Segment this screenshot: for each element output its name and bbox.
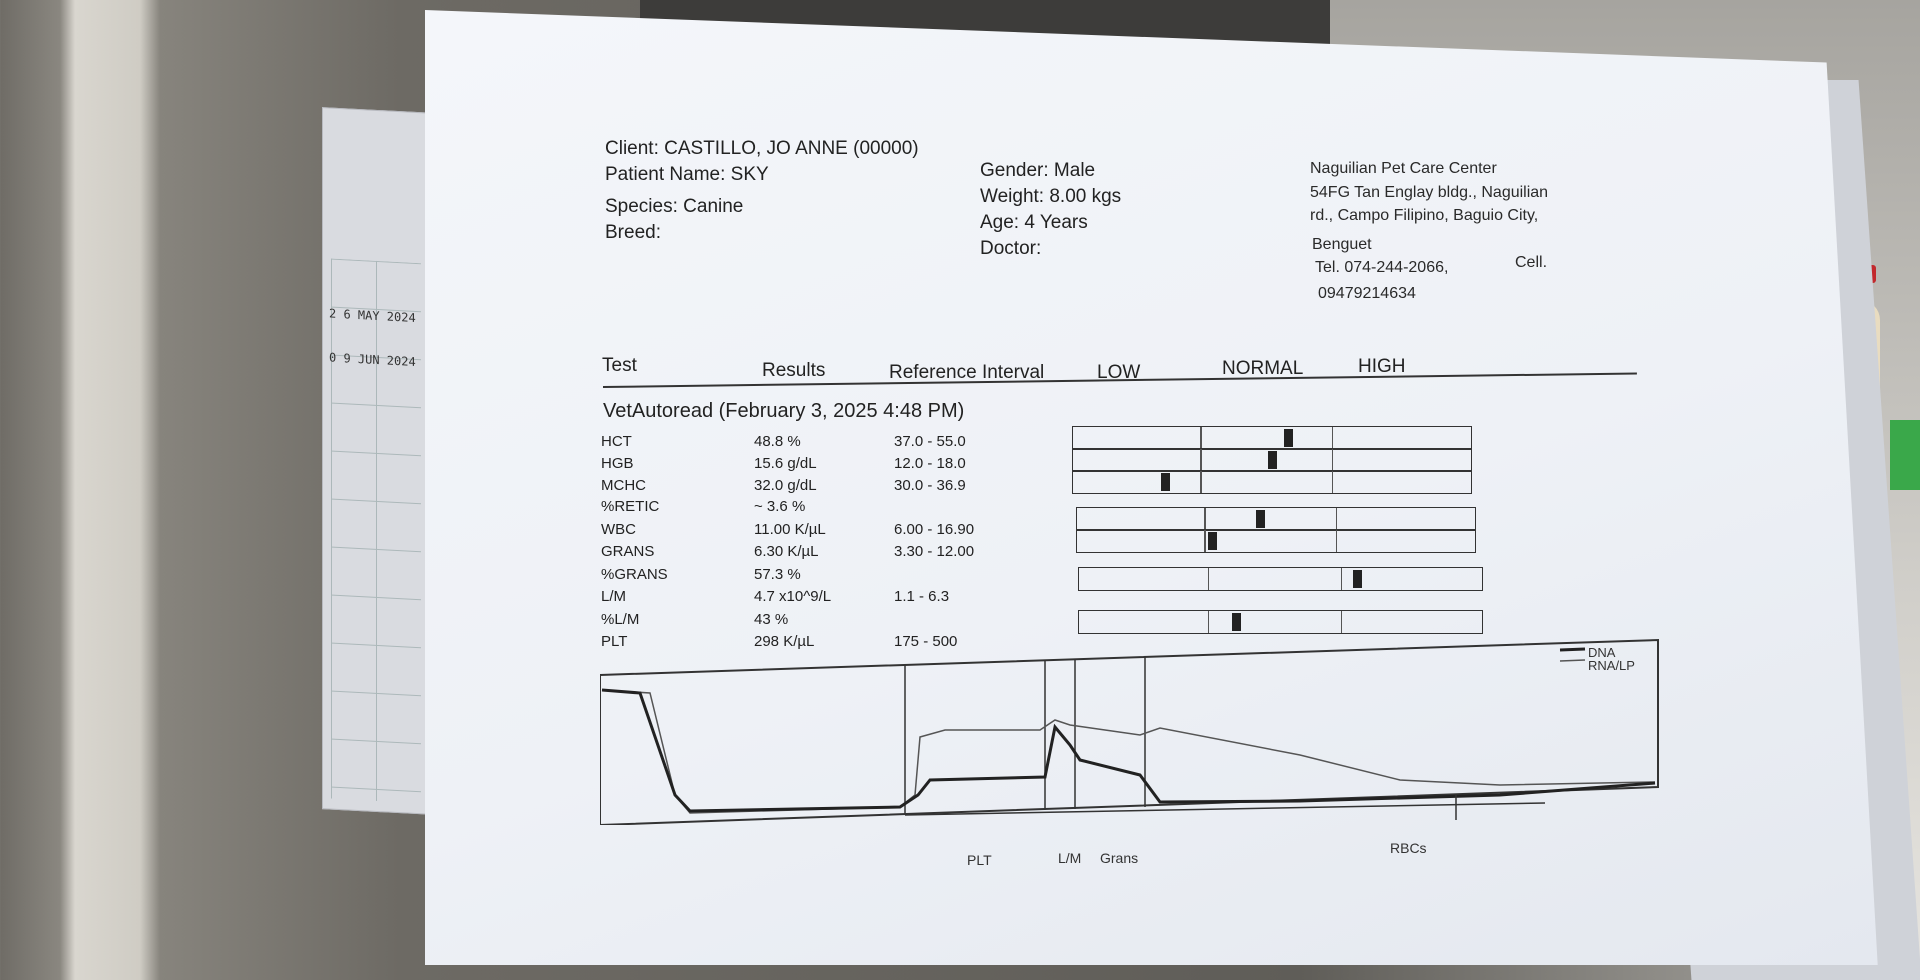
range-gauge bbox=[1076, 507, 1476, 531]
col-high: HIGH bbox=[1358, 356, 1406, 377]
graph-label-grans: Grans bbox=[1100, 850, 1139, 866]
clinic-address-2: rd., Campo Filipino, Baguio City, bbox=[1310, 207, 1539, 224]
gauge-high-divider bbox=[1331, 449, 1334, 471]
client-name: Client: CASTILLO, JO ANNE (00000) bbox=[605, 138, 919, 159]
test-result: 57.3 % bbox=[754, 566, 801, 583]
gauge-low-divider bbox=[1204, 530, 1206, 552]
green-bottle bbox=[1890, 420, 1920, 490]
gauge-high-divider bbox=[1331, 471, 1334, 493]
wall-calendar: 2 6 MAY 2024 0 9 JUN 2024 bbox=[322, 107, 434, 815]
patient-name: Patient Name: SKY bbox=[605, 164, 769, 185]
gauge-low-divider bbox=[1207, 611, 1210, 633]
clinic-address-1: 54FG Tan Englay bldg., Naguilian bbox=[1310, 184, 1549, 201]
gauge-marker bbox=[1353, 570, 1363, 588]
gauge-marker bbox=[1268, 451, 1278, 469]
test-name: L/M bbox=[601, 588, 627, 605]
test-name: WBC bbox=[601, 521, 636, 538]
range-gauge bbox=[1072, 426, 1472, 450]
test-reference: 1.1 - 6.3 bbox=[894, 588, 950, 605]
col-results: Results bbox=[762, 360, 826, 381]
legend-rna: RNA/LP bbox=[1588, 658, 1635, 673]
test-name: MCHC bbox=[601, 477, 646, 494]
gauge-marker bbox=[1283, 429, 1293, 447]
gauge-low-divider bbox=[1200, 427, 1202, 449]
test-result: 15.6 g/dL bbox=[754, 455, 817, 472]
breed: Breed: bbox=[605, 222, 661, 243]
gauge-high-divider bbox=[1340, 611, 1343, 633]
graph-label-rbcs: RBCs bbox=[1390, 840, 1427, 856]
test-result: 32.0 g/dL bbox=[754, 477, 817, 494]
gauge-low-divider bbox=[1200, 471, 1202, 493]
clinic-tel: Tel. 074-244-2066, bbox=[1315, 259, 1449, 276]
section-title: VetAutoread (February 3, 2025 4:48 PM) bbox=[603, 400, 965, 422]
test-name: HGB bbox=[601, 455, 634, 472]
range-gauge bbox=[1078, 610, 1483, 634]
clinic-name: Naguilian Pet Care Center bbox=[1310, 160, 1497, 177]
test-result: 298 K/µL bbox=[754, 633, 815, 650]
test-reference: 3.30 - 12.00 bbox=[894, 543, 975, 560]
test-name: %L/M bbox=[601, 611, 640, 628]
clinic-address-3: Benguet bbox=[1312, 236, 1372, 253]
gauge-high-divider bbox=[1335, 530, 1338, 552]
test-name: %GRANS bbox=[601, 566, 668, 583]
test-result: 48.8 % bbox=[754, 433, 801, 450]
test-reference: 12.0 - 18.0 bbox=[894, 455, 966, 472]
gauge-high-divider bbox=[1340, 568, 1343, 590]
graph-label-plt: PLT bbox=[967, 852, 992, 868]
col-normal: NORMAL bbox=[1222, 358, 1304, 379]
test-result: ~ 3.6 % bbox=[754, 498, 806, 515]
col-reference: Reference Interval bbox=[889, 362, 1045, 383]
range-gauge bbox=[1072, 470, 1472, 494]
col-low: LOW bbox=[1097, 362, 1141, 383]
legend-rna-swatch bbox=[1559, 659, 1586, 662]
test-result: 6.30 K/µL bbox=[754, 543, 819, 560]
test-reference: 6.00 - 16.90 bbox=[894, 521, 975, 538]
gauge-marker bbox=[1160, 473, 1170, 491]
gauge-marker bbox=[1208, 532, 1218, 550]
gauge-marker bbox=[1232, 613, 1242, 631]
test-name: PLT bbox=[601, 633, 628, 650]
col-test: Test bbox=[602, 355, 637, 376]
age: Age: 4 Years bbox=[980, 212, 1088, 233]
test-name: HCT bbox=[601, 433, 632, 450]
gauge-marker bbox=[1256, 510, 1266, 528]
clinic-cell: 09479214634 bbox=[1318, 285, 1416, 302]
test-reference: 30.0 - 36.9 bbox=[894, 477, 966, 494]
test-reference: 175 - 500 bbox=[894, 633, 958, 650]
calendar-grid bbox=[331, 258, 421, 804]
legend-dna-swatch bbox=[1559, 647, 1586, 652]
histogram-graph bbox=[600, 638, 1659, 825]
test-name: GRANS bbox=[601, 543, 655, 560]
graph-label-lm: L/M bbox=[1058, 850, 1082, 866]
test-reference: 37.0 - 55.0 bbox=[894, 433, 966, 450]
test-result: 43 % bbox=[754, 611, 789, 628]
gauge-low-divider bbox=[1207, 568, 1210, 590]
legend-dna: DNA bbox=[1588, 645, 1616, 660]
gauge-low-divider bbox=[1200, 449, 1202, 471]
test-result: 11.00 K/µL bbox=[754, 521, 826, 538]
gauge-high-divider bbox=[1331, 427, 1334, 449]
clinic-cell-label: Cell. bbox=[1515, 254, 1548, 271]
gauge-low-divider bbox=[1204, 508, 1206, 530]
range-gauge bbox=[1076, 529, 1476, 553]
species: Species: Canine bbox=[605, 196, 744, 217]
test-name: %RETIC bbox=[601, 498, 660, 515]
weight: Weight: 8.00 kgs bbox=[980, 186, 1122, 207]
gauge-high-divider bbox=[1335, 508, 1338, 530]
dna-curve bbox=[601, 688, 1656, 813]
graph-frame bbox=[600, 638, 1659, 825]
gender: Gender: Male bbox=[980, 160, 1096, 181]
range-gauge bbox=[1078, 567, 1483, 591]
range-gauge bbox=[1072, 448, 1472, 472]
doctor: Doctor: bbox=[980, 238, 1042, 259]
graph-axis bbox=[904, 802, 1546, 816]
test-result: 4.7 x10^9/L bbox=[754, 588, 832, 605]
